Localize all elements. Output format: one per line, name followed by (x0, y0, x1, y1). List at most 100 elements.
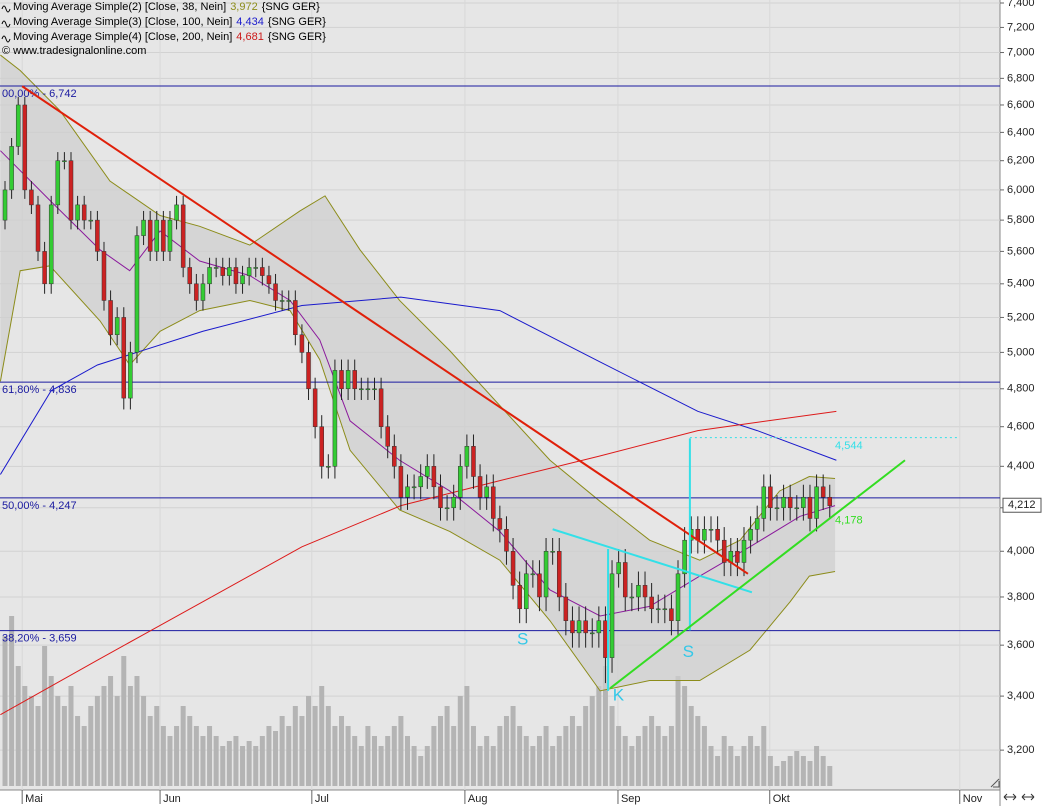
volume-bar (411, 746, 417, 786)
candle-body (2, 189, 8, 221)
scroll-arrows[interactable] (1003, 793, 1035, 801)
candle-body (477, 476, 483, 498)
candle-body (154, 219, 160, 252)
candle-body (213, 267, 219, 269)
legend-icon (1, 35, 11, 43)
candle-body (583, 620, 588, 634)
band-fill (0, 55, 836, 691)
candle-body (801, 496, 806, 509)
volume-bar (787, 756, 793, 786)
volume-bar (55, 696, 61, 786)
candle-body (101, 251, 107, 301)
volume-bar (187, 716, 193, 786)
y-tick-label: 6,600 (1007, 99, 1035, 111)
x-axis-background (0, 790, 1000, 806)
volume-bar (319, 686, 325, 786)
volume-bar (279, 716, 285, 786)
candle-body (260, 267, 265, 276)
candle-body (517, 585, 522, 610)
annotation: S (683, 642, 694, 661)
candle-body (332, 370, 338, 467)
trendline (552, 528, 753, 594)
volume-bar (365, 726, 371, 786)
volume-bar (207, 726, 213, 786)
volume-bar (372, 736, 378, 786)
volume-bar (174, 726, 180, 786)
volume-bar (517, 726, 523, 786)
candle-body (563, 596, 569, 621)
candle-body (497, 518, 503, 530)
candle-body (774, 507, 780, 510)
volume-bar (761, 726, 767, 786)
candle-body (550, 551, 555, 553)
volume-bar (94, 696, 100, 786)
volume-bar (418, 756, 424, 786)
candle-body (319, 426, 324, 467)
candle-body (741, 539, 747, 563)
volume-bar (543, 726, 549, 786)
volume-bar (675, 676, 681, 786)
legend-tail: {SNG GER} (262, 1, 320, 13)
volume-bar (748, 736, 754, 786)
candle-body (768, 486, 773, 509)
volume-bar (609, 706, 615, 786)
candle-body (293, 300, 298, 335)
volume-bar (200, 736, 206, 786)
volume-bar (42, 646, 48, 786)
volume-bar (75, 716, 81, 786)
candle-body (174, 204, 179, 221)
candle-body (385, 426, 390, 447)
candle-body (662, 608, 668, 611)
candle-body (187, 267, 193, 285)
legend-value: 4,681 (236, 31, 264, 43)
x-tick-label: Sep (621, 793, 641, 805)
volume-bar (2, 636, 8, 786)
candle-body (207, 267, 212, 285)
volume-bar (48, 676, 54, 786)
volume-bar (444, 706, 450, 786)
y-tick-label: 3,400 (1007, 690, 1035, 702)
volume-bar (550, 746, 556, 786)
volume-bar (800, 756, 806, 786)
legend-tail: {SNG GER} (268, 31, 326, 43)
candle-body (596, 620, 602, 634)
volume-bar (470, 726, 476, 786)
scroll-buttons[interactable] (1003, 793, 1035, 801)
volume-bar (576, 726, 582, 786)
volume-bar (635, 736, 641, 786)
candle-body (636, 585, 641, 598)
volume-bar (108, 676, 114, 786)
candle-body (530, 573, 536, 576)
candle-body (194, 283, 199, 301)
candle-body (438, 486, 443, 509)
candle-body (161, 219, 166, 252)
candle-body (108, 300, 113, 335)
volume-bar (688, 706, 694, 786)
volume-bar (583, 706, 589, 786)
volume-bar (246, 741, 252, 786)
candle-body (378, 388, 384, 427)
candle-body (312, 388, 318, 427)
candle-body (372, 388, 377, 391)
candle-body (22, 104, 28, 191)
volume-bar (451, 726, 457, 786)
volume-bar (741, 746, 747, 786)
volume-bar (827, 766, 833, 786)
y-tick-label: 7,200 (1007, 21, 1035, 33)
candle-body (609, 573, 615, 658)
volume-bar (35, 706, 41, 786)
volume-bar (682, 686, 688, 786)
candle-body (504, 529, 509, 552)
candle-body (570, 620, 575, 634)
candle-body (220, 267, 226, 276)
candle-body (675, 573, 681, 621)
legend-icon (1, 5, 11, 13)
volume-bar (734, 756, 740, 786)
candle-body (405, 486, 410, 498)
candle-body (491, 486, 496, 519)
candle-body (167, 219, 173, 252)
resize-icon (990, 778, 1000, 788)
candle-body (246, 267, 252, 276)
price-tag-label: 4,212 (1008, 499, 1036, 511)
